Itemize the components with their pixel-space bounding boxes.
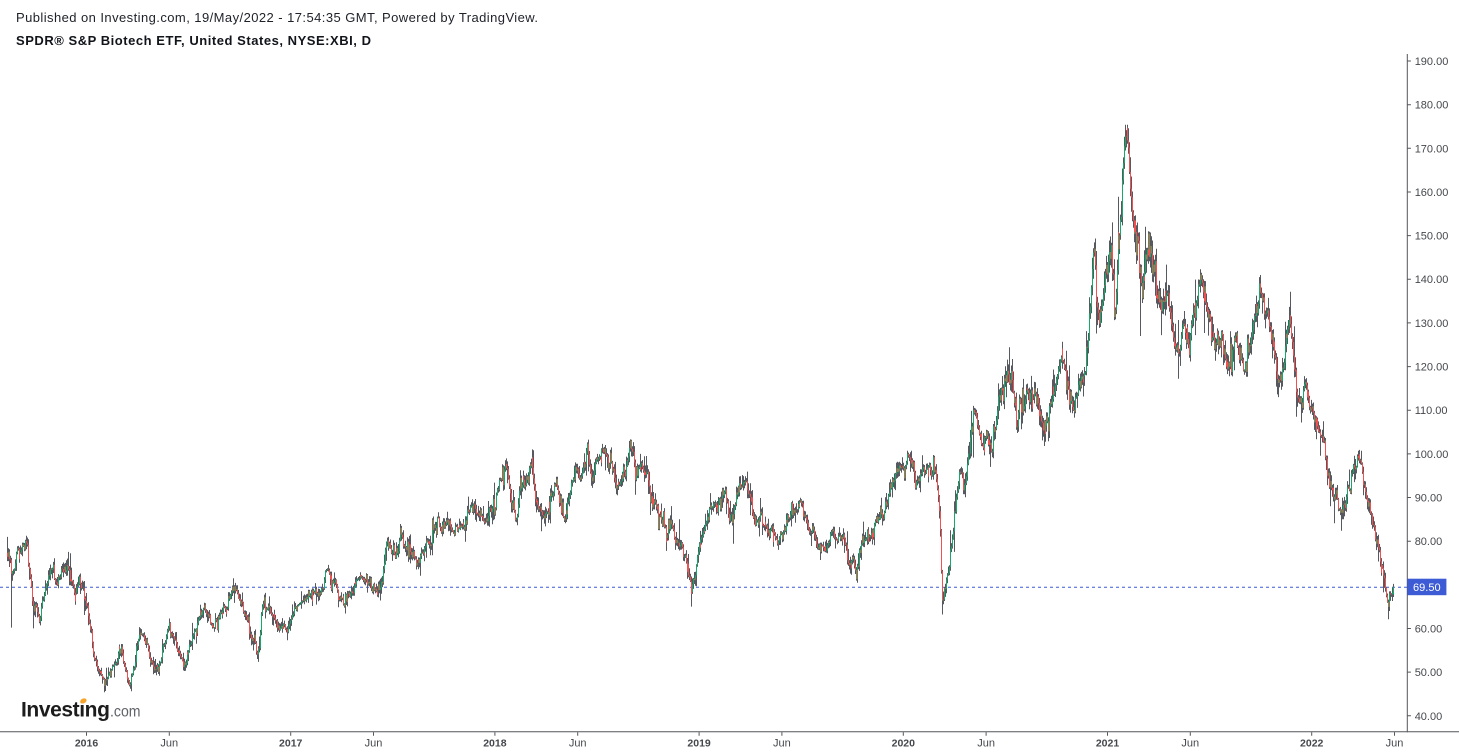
svg-text:160.00: 160.00 bbox=[1415, 187, 1449, 199]
svg-text:170.00: 170.00 bbox=[1415, 143, 1449, 155]
svg-text:110.00: 110.00 bbox=[1415, 405, 1448, 417]
svg-text:190.00: 190.00 bbox=[1415, 56, 1449, 68]
svg-text:69.50: 69.50 bbox=[1413, 582, 1441, 594]
svg-text:Jun: Jun bbox=[160, 737, 178, 749]
svg-text:.com: .com bbox=[110, 704, 141, 721]
svg-text:2018: 2018 bbox=[483, 737, 507, 749]
svg-text:Jun: Jun bbox=[1386, 737, 1404, 749]
svg-text:2017: 2017 bbox=[279, 737, 303, 749]
svg-text:140.00: 140.00 bbox=[1415, 274, 1449, 286]
svg-text:2020: 2020 bbox=[892, 737, 916, 749]
svg-text:2021: 2021 bbox=[1096, 737, 1120, 749]
svg-text:120.00: 120.00 bbox=[1415, 362, 1449, 374]
svg-text:180.00: 180.00 bbox=[1415, 100, 1449, 112]
svg-text:Jun: Jun bbox=[365, 737, 383, 749]
svg-text:2022: 2022 bbox=[1300, 737, 1324, 749]
svg-text:150.00: 150.00 bbox=[1415, 231, 1449, 243]
svg-text:50.00: 50.00 bbox=[1415, 667, 1443, 679]
svg-text:Jun: Jun bbox=[1181, 737, 1199, 749]
svg-text:Jun: Jun bbox=[569, 737, 587, 749]
svg-text:Jun: Jun bbox=[773, 737, 791, 749]
svg-text:100.00: 100.00 bbox=[1415, 449, 1449, 461]
svg-text:SPDR® S&P Biotech ETF, United: SPDR® S&P Biotech ETF, United States, NY… bbox=[16, 33, 371, 48]
svg-text:Published on Investing.com, 19: Published on Investing.com, 19/May/2022 … bbox=[16, 10, 538, 25]
svg-text:Investing: Investing bbox=[21, 699, 110, 722]
svg-text:2016: 2016 bbox=[75, 737, 99, 749]
svg-text:90.00: 90.00 bbox=[1415, 493, 1443, 505]
svg-text:130.00: 130.00 bbox=[1415, 318, 1449, 330]
svg-text:60.00: 60.00 bbox=[1415, 624, 1443, 636]
svg-text:2019: 2019 bbox=[687, 737, 711, 749]
svg-text:Jun: Jun bbox=[977, 737, 995, 749]
svg-text:80.00: 80.00 bbox=[1415, 536, 1443, 548]
svg-text:40.00: 40.00 bbox=[1415, 711, 1443, 723]
